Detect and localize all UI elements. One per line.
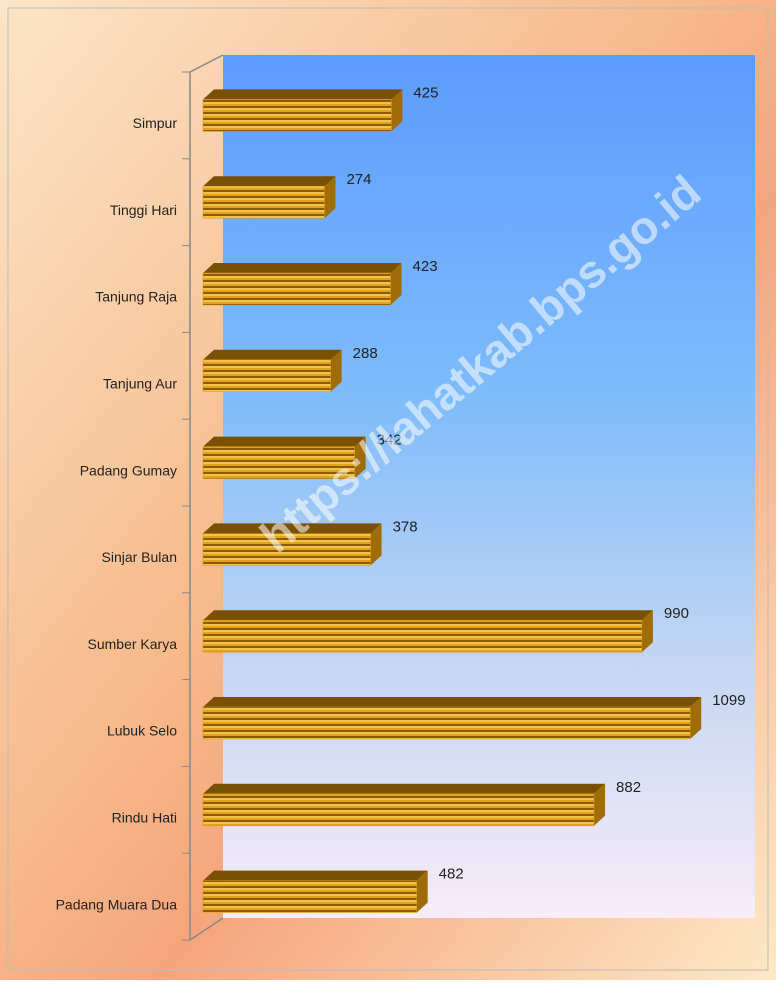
bar-top [203, 523, 382, 534]
value-label: 990 [664, 605, 689, 622]
bar-side [330, 349, 342, 392]
bar-side [354, 436, 366, 479]
value-label: 288 [353, 345, 378, 362]
bar-side [390, 263, 402, 305]
category-label: Rindu Hati [112, 810, 177, 826]
bar-top [203, 870, 428, 881]
bar-top [203, 436, 366, 447]
value-label: 378 [393, 518, 418, 535]
bar [202, 793, 595, 827]
bar [202, 533, 371, 566]
value-label: 1099 [712, 692, 745, 709]
bar-top [203, 263, 402, 273]
bar [202, 446, 355, 479]
value-label: 482 [439, 866, 464, 883]
bar-top [203, 697, 702, 707]
bar [202, 880, 417, 913]
bar-top [203, 783, 606, 794]
bar [202, 272, 391, 306]
category-label: Tanjung Raja [95, 289, 177, 305]
bar-side [594, 783, 606, 826]
frame [7, 7, 769, 971]
bar-top [203, 610, 653, 621]
category-label: Padang Muara Dua [56, 896, 178, 912]
category-label: Lubuk Selo [107, 723, 177, 739]
bar-side [324, 176, 336, 219]
category-label: Sinjar Bulan [102, 549, 178, 565]
bar [202, 99, 392, 132]
value-label: 342 [377, 432, 402, 449]
category-label: Tanjung Aur [103, 376, 177, 392]
bar-top [203, 349, 342, 360]
bar-side [690, 697, 702, 739]
category-label: Sumber Karya [88, 636, 178, 652]
bar-top [203, 176, 336, 187]
plot: Simpur 425 Tinggi Hari 274 Tanjung Raja 423 Ta… [56, 71, 746, 941]
category-label: Tinggi Hari [110, 202, 177, 218]
bar-side [391, 89, 403, 132]
bar-side [416, 870, 428, 913]
category-label: Padang Gumay [80, 462, 177, 478]
bar-side [641, 610, 653, 653]
value-label: 423 [413, 258, 438, 275]
value-label: 882 [616, 779, 641, 796]
bar-top [203, 89, 403, 100]
value-label: 274 [346, 171, 371, 188]
bar [202, 706, 691, 740]
value-label: 425 [413, 84, 438, 101]
bar [202, 185, 325, 219]
bar-side [370, 523, 382, 566]
bar [202, 619, 643, 653]
category-label: Simpur [133, 115, 178, 131]
bar [202, 359, 331, 393]
